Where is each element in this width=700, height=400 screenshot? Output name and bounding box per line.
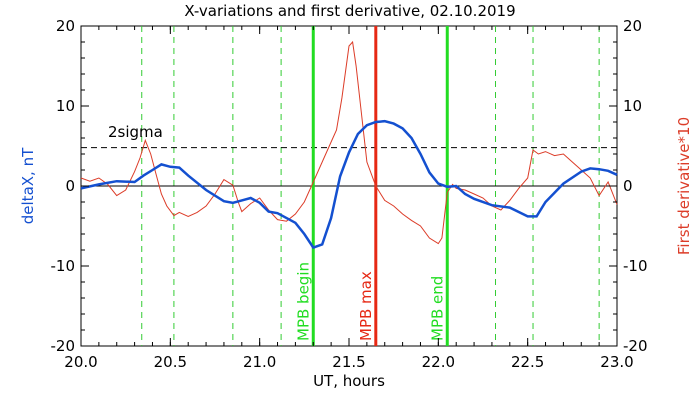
derivative-line — [80, 40, 618, 245]
x-tick-label: 21.5 — [332, 353, 365, 371]
marker-label: MPB end — [428, 276, 446, 341]
x-axis: 20.0 20.5 21.0 21.5 22.0 22.5 23.0 — [64, 26, 634, 371]
x-tick-label: 22.0 — [422, 353, 455, 371]
plot-area: 2sigma MPB begin MPB max MPB end — [80, 25, 618, 347]
x-tick-label: 23.0 — [600, 353, 633, 371]
chart-title: X-variations and first derivative, 02.10… — [184, 2, 515, 20]
y-tick-label: 0 — [623, 177, 633, 195]
x-tick-label: 20.0 — [64, 353, 97, 371]
y-axis-left-title: deltaX, nT — [19, 147, 37, 224]
marker-label: MPB begin — [294, 262, 312, 341]
y-tick-label: 10 — [623, 97, 642, 115]
y-tick-label: -20 — [623, 337, 648, 355]
x-axis-title: UT, hours — [313, 372, 385, 390]
y-axis-left: 20 10 0 -10 -20 — [51, 17, 89, 355]
y-tick-label: 0 — [65, 177, 75, 195]
y-axis-right: 20 10 0 -10 -20 — [609, 17, 648, 355]
deltax-line — [80, 119, 618, 250]
marker-label: MPB max — [357, 271, 375, 341]
y-tick-label: 20 — [56, 17, 75, 35]
x-tick-label: 21.0 — [243, 353, 276, 371]
y-tick-label: 10 — [56, 97, 75, 115]
y-tick-label: -10 — [623, 257, 648, 275]
2sigma-label: 2sigma — [108, 123, 163, 141]
y-tick-label: -10 — [51, 257, 76, 275]
y-axis-right-title: First derivative*10 — [675, 117, 693, 255]
y-tick-label: 20 — [623, 17, 642, 35]
x-tick-label: 20.5 — [154, 353, 187, 371]
y-tick-label: -20 — [51, 337, 76, 355]
x-tick-label: 22.5 — [511, 353, 544, 371]
